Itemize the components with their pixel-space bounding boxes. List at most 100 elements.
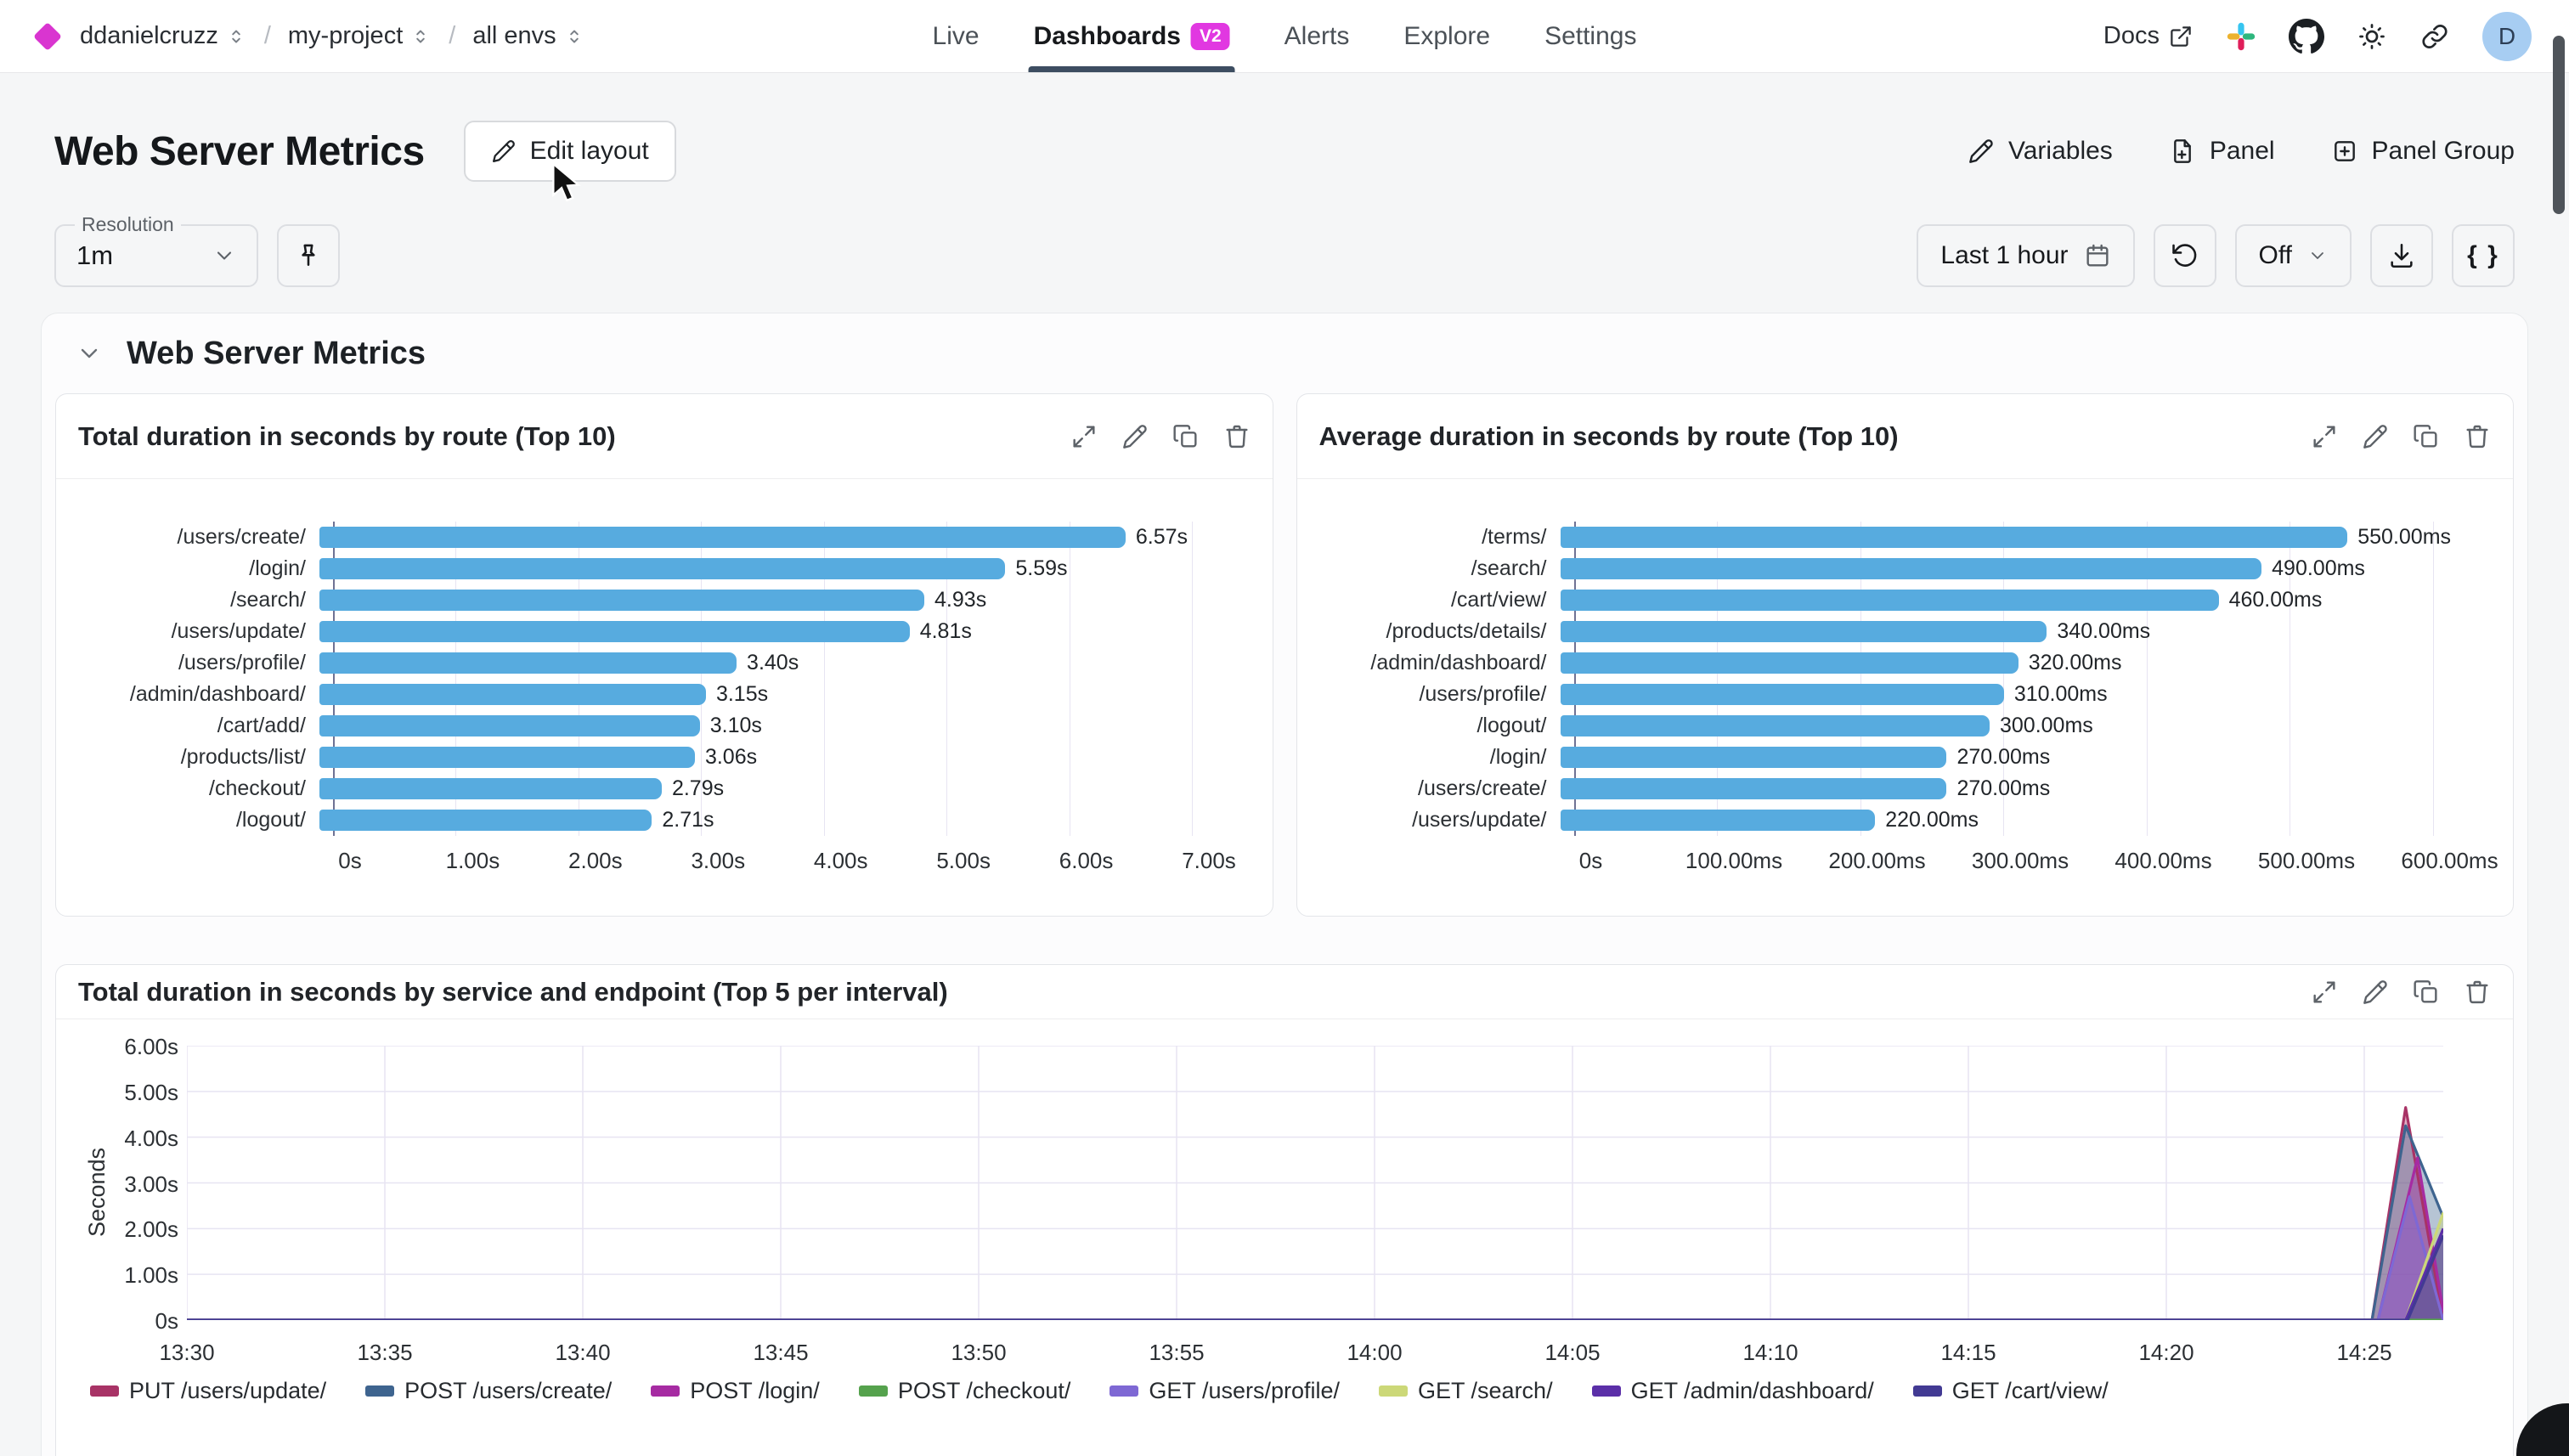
share-link-icon[interactable] [2419, 21, 2450, 52]
avatar[interactable]: D [2482, 11, 2532, 61]
delete-panel-icon[interactable] [1223, 423, 1251, 450]
expand-icon[interactable] [2311, 423, 2338, 450]
collapse-chevron-icon[interactable] [76, 340, 103, 367]
delete-panel-icon[interactable] [2464, 979, 2491, 1006]
bar-row: /search/4.93s [73, 584, 1273, 616]
toolbar-right: Last 1 hour Off { } [1898, 224, 2515, 287]
edit-layout-label: Edit layout [529, 137, 649, 165]
legend-swatch-icon [651, 1385, 680, 1397]
y-axis-tick: 5.00s [124, 1079, 178, 1105]
x-axis-tick: 7.00s [1182, 848, 1236, 873]
legend-swatch-icon [858, 1385, 888, 1397]
gridline [2432, 522, 2434, 836]
gridline [1860, 522, 1861, 836]
bar-value-label: 550.00ms [2357, 525, 2452, 549]
active-tab-underline [1028, 66, 1235, 72]
duplicate-panel-icon[interactable] [1172, 423, 1200, 450]
legend-item[interactable]: GET /admin/dashboard/ [1591, 1378, 1874, 1404]
tab-alerts[interactable]: Alerts [1284, 0, 1350, 72]
breadcrumb-project[interactable]: my-project [288, 22, 432, 50]
tab-label: Settings [1544, 21, 1637, 50]
series-line [187, 1124, 2445, 1322]
pin-resolution-button[interactable] [277, 224, 340, 287]
delete-panel-icon[interactable] [2464, 423, 2491, 450]
tab-label: Alerts [1284, 21, 1350, 50]
bar-row: /terms/550.00ms [1314, 522, 2514, 553]
gridline [2003, 522, 2004, 836]
bar-category-label: /users/profile/ [178, 651, 306, 674]
theme-sun-icon[interactable] [2357, 21, 2387, 52]
bar [1560, 558, 2262, 579]
legend-item[interactable]: POST /login/ [651, 1378, 820, 1404]
panel-header: Total duration in seconds by route (Top … [56, 394, 1273, 479]
x-axis-tick: 13:55 [1149, 1340, 1205, 1365]
slack-icon[interactable] [2226, 21, 2256, 52]
legend-item[interactable]: POST /checkout/ [858, 1378, 1070, 1404]
bar [1560, 621, 2047, 642]
panel-duration-by-service-endpoint: Total duration in seconds by service and… [55, 964, 2514, 1456]
resolution-value: 1m [76, 240, 114, 270]
bar [319, 621, 910, 642]
edit-layout-button[interactable]: Edit layout [463, 121, 676, 182]
expand-icon[interactable] [2311, 979, 2338, 1006]
legend-item[interactable]: PUT /users/update/ [90, 1378, 326, 1404]
tab-explore[interactable]: Explore [1403, 0, 1490, 72]
variables-button[interactable]: Variables [1968, 137, 2113, 166]
refresh-button[interactable] [2153, 224, 2216, 287]
breadcrumb-org[interactable]: ddanielcruzz [80, 22, 247, 50]
expand-icon[interactable] [1070, 423, 1098, 450]
add-panel-button[interactable]: Panel [2169, 137, 2275, 166]
resolution-label: Resolution [75, 213, 181, 236]
bar-category-label: /admin/dashboard/ [129, 682, 306, 706]
github-icon[interactable] [2289, 18, 2324, 54]
edit-panel-icon[interactable] [2362, 423, 2389, 450]
auto-refresh-select[interactable]: Off [2234, 224, 2352, 287]
bar-row: /users/profile/310.00ms [1314, 679, 2514, 710]
bar-category-label: /products/list/ [180, 745, 306, 769]
tab-settings[interactable]: Settings [1544, 0, 1636, 72]
resolution-select[interactable]: Resolution 1m [54, 213, 258, 287]
gridline [455, 522, 457, 836]
json-view-button[interactable]: { } [2452, 224, 2515, 287]
brand-logo-diamond-icon[interactable] [33, 21, 62, 51]
refresh-icon [2171, 241, 2199, 270]
bar-category-label: /users/create/ [177, 525, 306, 549]
area-fill [187, 1107, 2443, 1320]
time-range-button[interactable]: Last 1 hour [1917, 224, 2135, 287]
x-axis-tick: 6.00s [1059, 848, 1114, 873]
duplicate-panel-icon[interactable] [2413, 979, 2440, 1006]
tab-live[interactable]: Live [933, 0, 980, 72]
bar-track: 270.00ms [1560, 742, 2514, 773]
bar [1560, 590, 2219, 611]
legend-item[interactable]: GET /users/profile/ [1109, 1378, 1340, 1404]
docs-link[interactable]: Docs [2103, 22, 2194, 50]
edit-panel-icon[interactable] [1121, 423, 1149, 450]
pencil-icon [491, 138, 517, 164]
bar [319, 590, 925, 611]
bar-track: 340.00ms [1560, 616, 2514, 647]
series-line [187, 1156, 2445, 1322]
page-title: Web Server Metrics [54, 128, 425, 174]
y-axis-tick: 1.00s [124, 1262, 178, 1289]
section-header[interactable]: Web Server Metrics [55, 313, 2514, 393]
edit-panel-icon[interactable] [2362, 979, 2389, 1006]
legend-label: GET /search/ [1418, 1378, 1553, 1403]
legend-item[interactable]: GET /search/ [1379, 1378, 1553, 1404]
legend-item[interactable]: GET /cart/view/ [1912, 1378, 2109, 1404]
title-actions: Variables Panel Panel Group [1968, 137, 2515, 166]
x-axis-tick: 400.00ms [2114, 848, 2212, 873]
duplicate-panel-icon[interactable] [2413, 423, 2440, 450]
tab-dashboards[interactable]: Dashboards V2 [1028, 0, 1235, 72]
bar-row: /admin/dashboard/320.00ms [1314, 647, 2514, 679]
download-icon [2387, 241, 2416, 270]
legend-label: GET /cart/view/ [1951, 1378, 2109, 1403]
bar-value-label: 5.59s [1015, 556, 1068, 580]
page-scrollbar-thumb[interactable] [2553, 36, 2565, 214]
add-panel-group-button[interactable]: Panel Group [2331, 137, 2515, 166]
download-button[interactable] [2370, 224, 2433, 287]
panel-title: Total duration in seconds by service and… [78, 976, 948, 1007]
breadcrumb-env[interactable]: all envs [472, 22, 584, 50]
legend-item[interactable]: POST /users/create/ [365, 1378, 612, 1404]
bar [1560, 715, 1990, 736]
title-bar: Web Server Metrics Edit layout Variables… [54, 121, 2515, 182]
